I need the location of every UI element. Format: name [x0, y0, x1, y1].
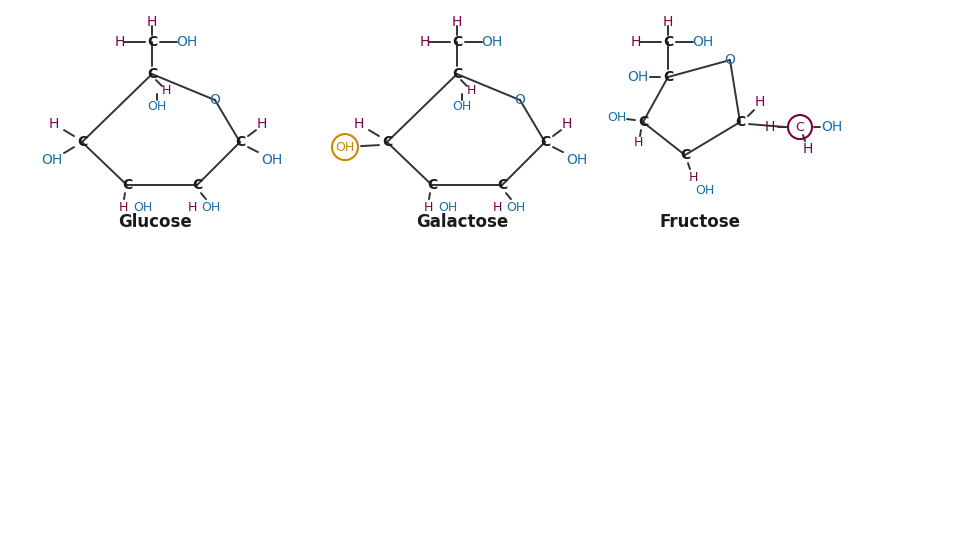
Text: O: O [209, 93, 221, 107]
Text: OH: OH [692, 35, 713, 49]
Text: C: C [637, 115, 648, 129]
Text: H: H [147, 15, 157, 29]
Text: C: C [680, 148, 690, 162]
Text: C: C [382, 135, 392, 149]
Text: Glucose: Glucose [118, 213, 192, 231]
Text: H: H [755, 95, 765, 109]
Text: H: H [467, 84, 476, 97]
Text: H: H [452, 15, 462, 29]
Text: H: H [354, 117, 364, 131]
Text: C: C [662, 70, 673, 84]
Text: H: H [118, 201, 128, 214]
Text: H: H [161, 84, 171, 97]
Text: C: C [540, 135, 550, 149]
Text: C: C [662, 35, 673, 49]
Text: OH: OH [695, 184, 714, 197]
Text: OH: OH [41, 153, 62, 167]
Text: C: C [734, 115, 745, 129]
Text: OH: OH [566, 153, 588, 167]
Text: H: H [562, 117, 572, 131]
Text: OH: OH [202, 201, 221, 214]
Text: C: C [235, 135, 245, 149]
Text: C: C [427, 178, 437, 192]
Text: C: C [192, 178, 203, 192]
Text: O: O [725, 53, 735, 67]
Text: Galactose: Galactose [416, 213, 508, 231]
Text: O: O [515, 93, 525, 107]
Text: H: H [662, 15, 673, 29]
Text: H: H [257, 117, 267, 131]
Text: C: C [147, 35, 157, 49]
Text: C: C [497, 178, 507, 192]
Text: OH: OH [261, 153, 282, 167]
Text: H: H [688, 171, 698, 184]
Text: OH: OH [439, 201, 458, 214]
Text: H: H [765, 120, 775, 134]
Text: C: C [122, 178, 132, 192]
Text: C: C [77, 135, 87, 149]
Text: C: C [452, 35, 462, 49]
Text: H: H [492, 201, 502, 214]
Text: •  Monosaccharides are simple sugars
   composed of one sugar molecule. Glucose
: • Monosaccharides are simple sugars comp… [340, 382, 708, 453]
Text: H: H [115, 35, 125, 49]
Text: OH: OH [335, 140, 354, 153]
Text: C: C [147, 67, 157, 81]
Text: H: H [631, 35, 641, 49]
Text: OH: OH [628, 70, 649, 84]
Text: H: H [49, 117, 60, 131]
Text: Fructose: Fructose [660, 213, 740, 231]
Text: H: H [803, 142, 813, 156]
Text: Carbohydrates: Carbohydrates [28, 385, 259, 413]
Text: OH: OH [481, 35, 503, 49]
Text: C: C [796, 120, 804, 133]
Text: C: C [452, 67, 462, 81]
Text: OH: OH [608, 111, 627, 124]
Text: H: H [420, 35, 430, 49]
Text: OH: OH [177, 35, 198, 49]
Text: OH: OH [148, 99, 167, 112]
Text: OH: OH [506, 201, 526, 214]
Text: OH: OH [133, 201, 153, 214]
Text: H: H [423, 201, 433, 214]
Text: H: H [634, 136, 642, 148]
Text: OH: OH [452, 99, 471, 112]
Text: OH: OH [822, 120, 843, 134]
Text: H: H [187, 201, 197, 214]
